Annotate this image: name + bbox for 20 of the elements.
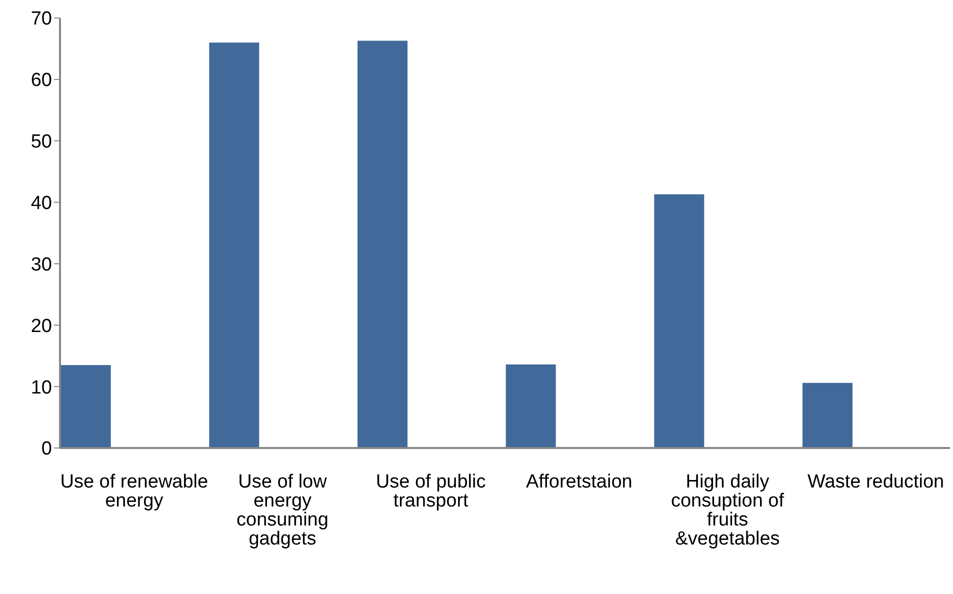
y-tick-label: 40 — [30, 193, 52, 214]
y-tick-label: 20 — [30, 316, 52, 337]
bar — [802, 382, 852, 448]
x-tick-label: Use of renewable energy — [60, 471, 208, 512]
y-tick-label: 10 — [30, 377, 52, 398]
x-tick-label: Afforetstaion — [526, 471, 632, 492]
x-tick-label: High daily consuption of fruits &vegetables — [670, 471, 785, 550]
x-tick-label: Use of low energy consuming gadgets — [236, 471, 328, 550]
y-tick-label: 70 — [30, 8, 52, 30]
x-tick-label: Waste reduction — [808, 471, 944, 492]
x-tick-label: Use of public transport — [376, 471, 486, 512]
bar — [60, 365, 111, 448]
bar — [654, 194, 704, 448]
y-tick-label: 0 — [41, 438, 52, 460]
bar — [209, 42, 260, 448]
y-tick-label: 60 — [30, 70, 52, 92]
y-tick-label: 50 — [30, 132, 52, 153]
bar — [506, 364, 556, 448]
y-tick-label: 30 — [30, 254, 52, 276]
bar — [358, 40, 408, 448]
